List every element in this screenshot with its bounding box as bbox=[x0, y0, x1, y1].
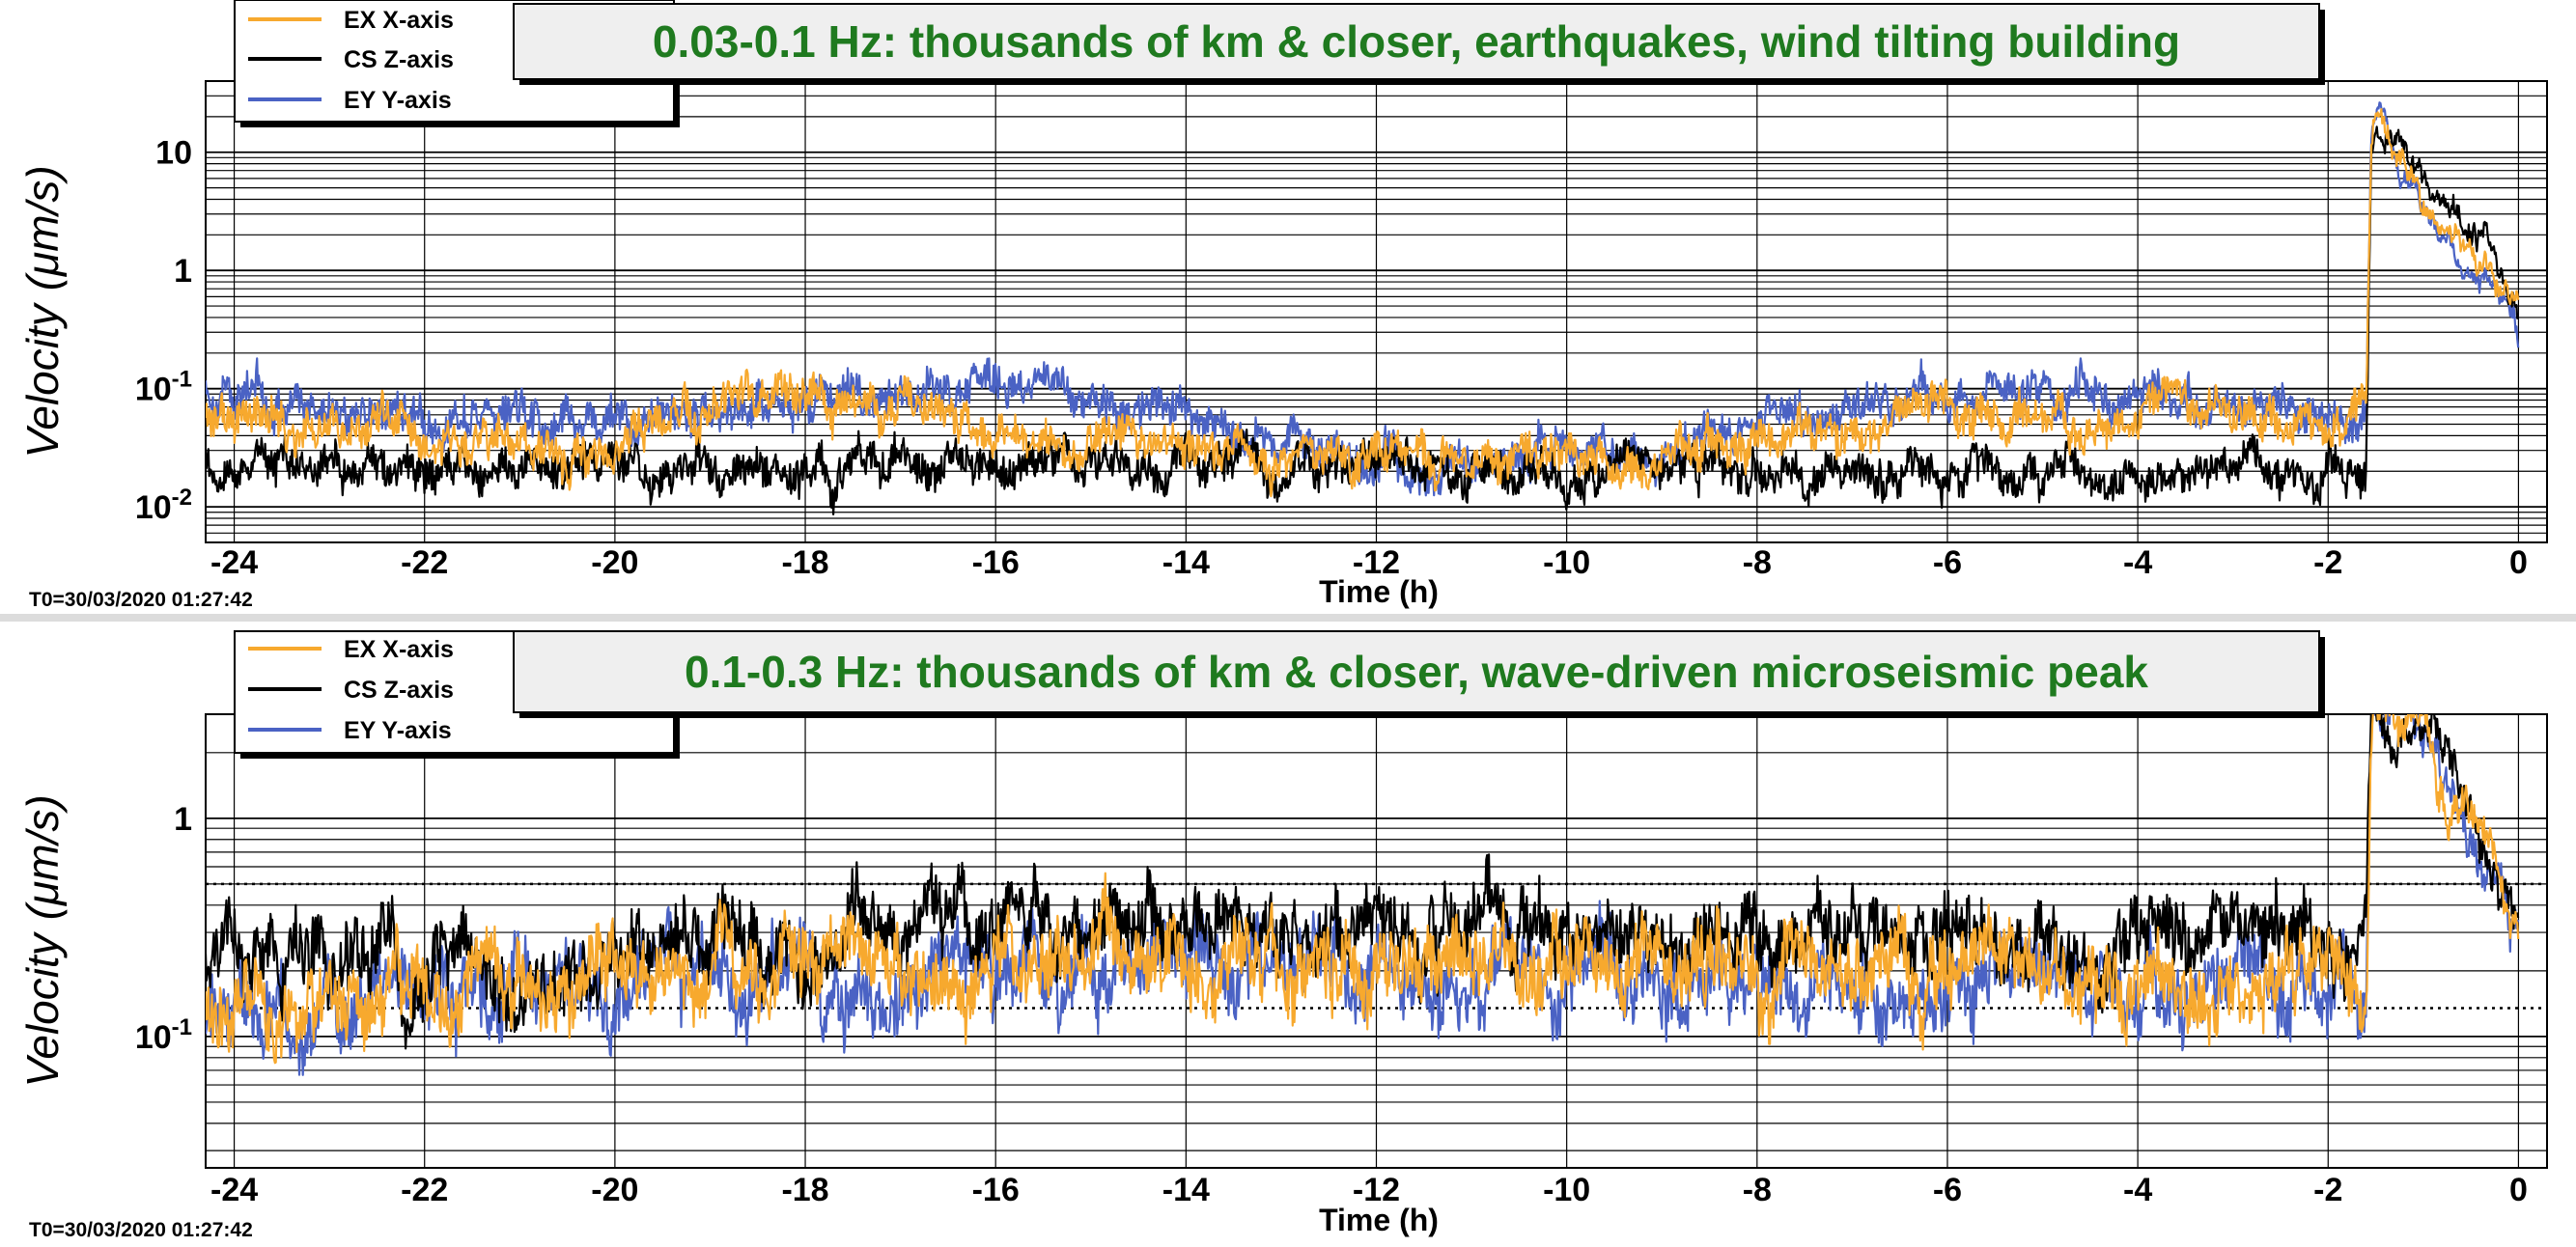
series-line-ex bbox=[206, 108, 2520, 498]
legend-label: CS Z-axis bbox=[344, 677, 454, 704]
legend-label: CS Z-axis bbox=[344, 46, 454, 73]
x-axis-label: Time (h) bbox=[1319, 574, 1439, 609]
y-tick-label: 10-1 bbox=[135, 367, 192, 408]
x-tick-label: -16 bbox=[972, 544, 1020, 581]
x-tick-label: 0 bbox=[2509, 544, 2528, 581]
y-tick-base: 10 bbox=[135, 1019, 172, 1056]
y-tick-labels: 10-1 1 bbox=[135, 801, 192, 1056]
y-tick-exponent: -1 bbox=[172, 1014, 192, 1040]
x-tick-label: -6 bbox=[1933, 1172, 1962, 1208]
x-tick-labels: -24 -22 -20 -18 -16 -14 -12 -10 -8 -6 -4 -2 0 bbox=[210, 1172, 2528, 1208]
legend-label: EX X-axis bbox=[344, 7, 454, 34]
x-tick-label: -14 bbox=[1162, 544, 1210, 581]
x-axis-label: Time (h) bbox=[1319, 1203, 1439, 1237]
x-tick-label: -4 bbox=[2123, 544, 2152, 581]
series-group bbox=[206, 714, 2520, 1076]
chart-title: 0.03-0.1 Hz: thousands of km & closer, e… bbox=[653, 16, 2180, 67]
x-tick-label: -22 bbox=[401, 1172, 448, 1208]
series-line-ex bbox=[206, 714, 2520, 1065]
x-tick-labels: -24 -22 -20 -18 -16 -14 -12 -10 -8 -6 -4 -2 0 bbox=[210, 544, 2528, 581]
x-tick-label: 0 bbox=[2509, 1172, 2528, 1208]
timestamp-footer: T0=30/03/2020 01:27:42 bbox=[29, 1219, 253, 1241]
series-line-ey bbox=[206, 101, 2520, 497]
x-tick-label: -2 bbox=[2313, 544, 2342, 581]
title-box-background bbox=[513, 630, 2320, 713]
x-tick-label: -8 bbox=[1743, 1172, 1772, 1208]
y-axis-label: Velocity (μm/s) bbox=[17, 165, 68, 457]
x-tick-label: -22 bbox=[401, 544, 448, 581]
title-box: 0.03-0.1 Hz: thousands of km & closer, e… bbox=[513, 3, 2325, 85]
y-tick-label: 10-2 bbox=[135, 485, 192, 526]
title-box-background bbox=[513, 3, 2320, 80]
x-tick-label: -24 bbox=[210, 1172, 258, 1208]
x-tick-label: -12 bbox=[1353, 1172, 1400, 1208]
x-tick-label: -14 bbox=[1162, 1172, 1210, 1208]
y-tick-label: 10-1 bbox=[135, 1014, 192, 1056]
chart-title: 0.1-0.3 Hz: thousands of km & closer, wa… bbox=[685, 647, 2148, 697]
x-tick-label: -2 bbox=[2313, 1172, 2342, 1208]
x-tick-label: -10 bbox=[1543, 544, 1590, 581]
x-tick-label: -24 bbox=[210, 544, 258, 581]
x-tick-label: -20 bbox=[591, 544, 638, 581]
chart-panel-1: -24 -22 -20 -18 -16 -14 -12 -10 -8 -6 -4 -2 010-210-… bbox=[17, 0, 2548, 611]
title-box: 0.1-0.3 Hz: thousands of km & closer, wa… bbox=[513, 630, 2325, 718]
timestamp-footer: T0=30/03/2020 01:27:42 bbox=[29, 589, 253, 611]
y-tick-base: 10 bbox=[135, 489, 172, 526]
legend-label: EX X-axis bbox=[344, 636, 454, 663]
y-tick-label: 10 bbox=[155, 135, 192, 172]
series-line-cs bbox=[206, 714, 2520, 1050]
y-axis-label-text: Velocity bbox=[17, 930, 68, 1087]
x-tick-label: -16 bbox=[972, 1172, 1020, 1208]
y-axis-label-unit: (μm/s) bbox=[17, 794, 68, 920]
legend-label: EY Y-axis bbox=[344, 717, 452, 744]
y-tick-exponent: -2 bbox=[172, 485, 192, 511]
chart-panel-2: -24 -22 -20 -18 -16 -14 -12 -10 -8 -6 -4 -2 010-11Ve… bbox=[17, 630, 2548, 1241]
x-tick-label: -8 bbox=[1743, 544, 1772, 581]
x-tick-label: -12 bbox=[1353, 544, 1400, 581]
y-axis-label-unit: (μm/s) bbox=[17, 165, 68, 291]
y-tick-label: 1 bbox=[174, 253, 192, 290]
series-group bbox=[206, 101, 2520, 515]
x-tick-label: -6 bbox=[1933, 544, 1962, 581]
y-axis-label-text: Velocity bbox=[17, 301, 68, 457]
y-tick-base: 10 bbox=[135, 372, 172, 408]
y-axis-label: Velocity (μm/s) bbox=[17, 794, 68, 1087]
x-tick-label: -18 bbox=[781, 1172, 828, 1208]
x-tick-label: -18 bbox=[781, 544, 828, 581]
x-tick-label: -4 bbox=[2123, 1172, 2152, 1208]
y-tick-label: 1 bbox=[174, 801, 192, 838]
legend-label: EY Y-axis bbox=[344, 87, 452, 114]
x-tick-label: -20 bbox=[591, 1172, 638, 1208]
y-tick-exponent: -1 bbox=[172, 367, 192, 393]
x-tick-label: -10 bbox=[1543, 1172, 1590, 1208]
